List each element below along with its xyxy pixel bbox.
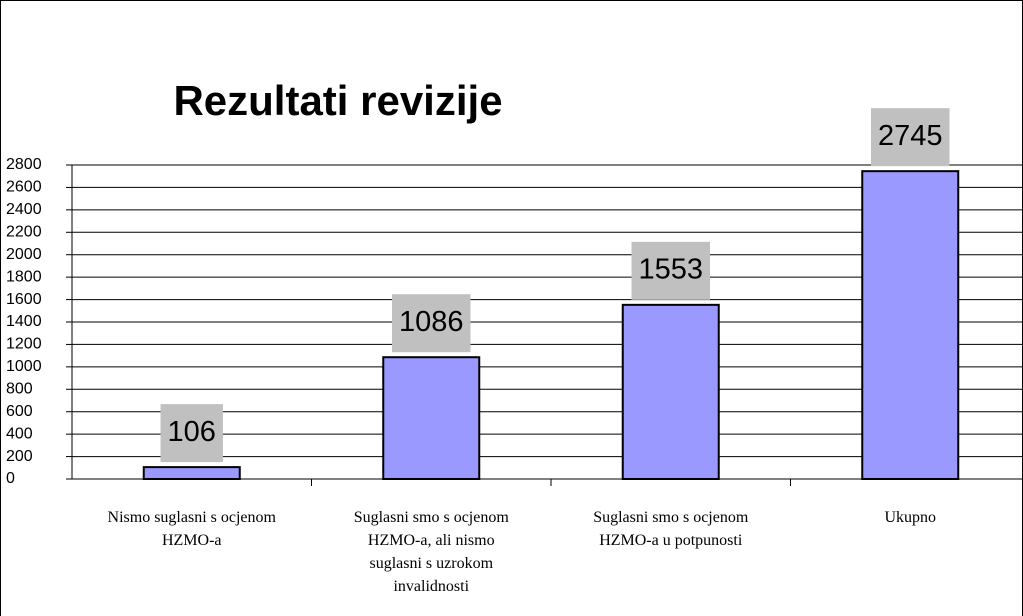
y-tick-label: 2600 — [6, 179, 42, 196]
y-tick-label: 1600 — [6, 291, 42, 308]
data-label: 1086 — [399, 306, 464, 338]
x-tick-label: Suglasni smo s ocjenom HZMO-a, ali nismo s… — [354, 509, 510, 595]
y-tick-label: 800 — [6, 381, 33, 398]
data-label-bg — [631, 241, 711, 300]
bar — [142, 466, 241, 480]
y-tick-label: 400 — [6, 425, 33, 442]
data-label-bg — [391, 294, 471, 353]
bar — [382, 356, 481, 480]
y-tick-label: 2200 — [6, 224, 42, 241]
y-tick-label: 2400 — [6, 201, 42, 218]
y-tick-label: 1000 — [6, 358, 42, 375]
data-label-bg — [870, 108, 950, 167]
x-tick-label: Suglasni smo s ocjenom HZMO-a u potpunost… — [593, 509, 749, 549]
y-tick-label: 600 — [6, 403, 33, 420]
data-label-bg — [160, 404, 223, 463]
y-tick-label: 200 — [6, 448, 33, 465]
bar — [621, 303, 720, 480]
y-tick-label: 2000 — [6, 246, 42, 263]
y-tick-label: 1200 — [6, 336, 42, 353]
chart-title: Rezultati revizije — [173, 77, 502, 124]
y-tick-label: 1800 — [6, 268, 42, 285]
bar — [861, 170, 960, 481]
x-tick-label: Ukupno — [884, 509, 936, 526]
data-label: 1553 — [638, 253, 703, 285]
data-label: 106 — [168, 416, 216, 448]
y-tick-label: 2800 — [6, 156, 42, 173]
y-tick-label: 0 — [6, 470, 15, 487]
data-label: 2745 — [878, 120, 943, 152]
y-tick-label: 1400 — [6, 313, 42, 330]
x-tick-label: Nismo suglasni s ocjenom HZMO-a — [108, 509, 277, 549]
